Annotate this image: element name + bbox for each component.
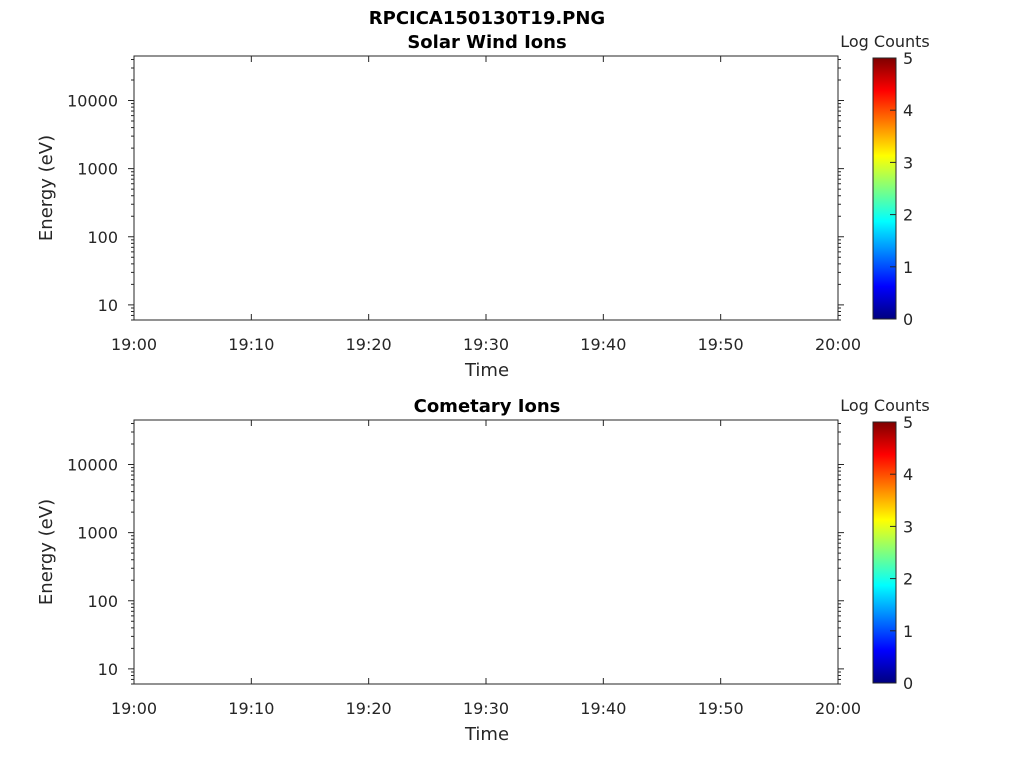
colorbar-solar-wind: Log Counts 0 1 2 3 4 5 xyxy=(840,32,930,329)
y-tick-label: 100 xyxy=(87,228,118,247)
x-tick-label: 19:00 xyxy=(111,335,157,354)
x-tick-label: 19:40 xyxy=(580,699,626,718)
panel-title-cometary: Cometary Ions xyxy=(414,396,561,417)
panel-title-solar-wind: Solar Wind Ions xyxy=(407,32,566,53)
x-tick-label: 19:40 xyxy=(580,335,626,354)
colorbar-tick-label: 3 xyxy=(903,517,913,536)
colorbar-tick-label: 0 xyxy=(903,674,913,693)
x-tick-label: 19:10 xyxy=(228,699,274,718)
figure-title: RPCICA150130T19.PNG xyxy=(369,8,605,29)
x-tick-label: 19:20 xyxy=(346,699,392,718)
colorbar-label-solar-wind: Log Counts xyxy=(840,32,930,51)
panel-cometary-ions: Cometary Ions 19:00 19:10 19:20 19:30 19:40 1… xyxy=(36,396,930,745)
y-axis-label-solar-wind: Energy (eV) xyxy=(36,135,57,241)
axes-cometary: 19:00 19:10 19:20 19:30 19:40 19:50 20:00 10 100… xyxy=(67,420,861,718)
colorbar-tick-label: 0 xyxy=(903,310,913,329)
x-tick-label: 19:30 xyxy=(463,699,509,718)
x-tick-label: 19:00 xyxy=(111,699,157,718)
colorbar-tick-label: 4 xyxy=(903,101,913,120)
plot-frame-cometary xyxy=(133,419,839,685)
x-tick-label: 19:20 xyxy=(346,335,392,354)
colorbar-tick-label: 5 xyxy=(903,49,913,68)
plot-frame-solar-wind xyxy=(133,55,839,321)
x-axis-label-cometary: Time xyxy=(464,724,509,745)
y-tick-label: 10 xyxy=(98,296,118,315)
x-tick-label: 19:50 xyxy=(698,699,744,718)
x-tick-label: 20:00 xyxy=(815,335,861,354)
y-axis-label-cometary: Energy (eV) xyxy=(36,499,57,605)
colorbar-label-cometary: Log Counts xyxy=(840,396,930,415)
y-tick-label: 1000 xyxy=(77,160,118,179)
colorbar-tick-label: 2 xyxy=(903,570,913,589)
x-tick-label: 19:50 xyxy=(698,335,744,354)
axes-solar-wind: 19:00 19:10 19:20 19:30 19:40 19:50 20:00 10 100… xyxy=(67,56,861,354)
x-axis-label-solar-wind: Time xyxy=(464,360,509,381)
colorbar-tick-label: 5 xyxy=(903,413,913,432)
colorbar-cometary: Log Counts 0 1 2 3 4 5 xyxy=(840,396,930,693)
colorbar-tick-label: 2 xyxy=(903,206,913,225)
x-tick-label: 19:10 xyxy=(228,335,274,354)
colorbar-gradient-solar-wind xyxy=(872,57,897,320)
colorbar-tick-label: 3 xyxy=(903,153,913,172)
x-tick-label: 19:30 xyxy=(463,335,509,354)
y-tick-label: 10 xyxy=(98,660,118,679)
colorbar-tick-label: 1 xyxy=(903,258,913,277)
colorbar-tick-label: 1 xyxy=(903,622,913,641)
colorbar-gradient-cometary xyxy=(872,421,897,684)
y-tick-label: 10000 xyxy=(67,92,118,111)
y-tick-label: 10000 xyxy=(67,456,118,475)
y-tick-label: 1000 xyxy=(77,524,118,543)
y-tick-label: 100 xyxy=(87,592,118,611)
x-tick-label: 20:00 xyxy=(815,699,861,718)
colorbar-tick-label: 4 xyxy=(903,465,913,484)
panel-solar-wind-ions: Solar Wind Ions 19:00 19:10 19:20 19:30 19:4… xyxy=(36,32,930,381)
